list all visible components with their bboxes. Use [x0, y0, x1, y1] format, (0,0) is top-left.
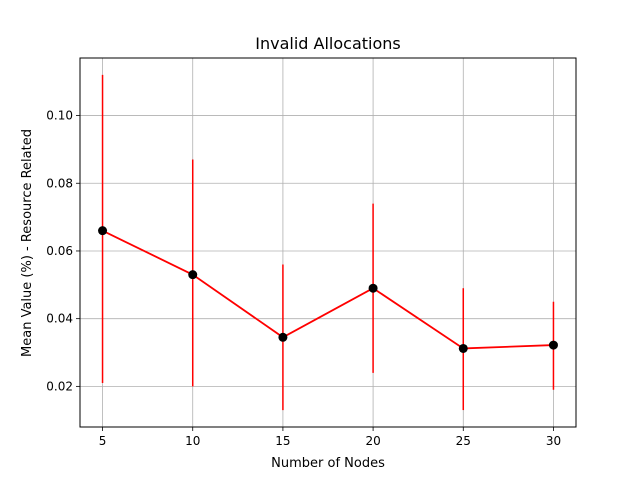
data-point	[188, 270, 198, 280]
grid	[80, 58, 576, 427]
data-point	[548, 340, 558, 350]
x-tick-label: 5	[99, 434, 107, 448]
data-point	[278, 332, 288, 342]
y-ticks: 0.02 0.04 0.06 0.08 0.10	[46, 109, 80, 393]
x-ticks: 5 10 15 20 25 30	[99, 427, 561, 448]
x-tick-label: 10	[185, 434, 200, 448]
x-tick-label: 25	[456, 434, 471, 448]
x-axis-label: Number of Nodes	[271, 456, 385, 471]
chart-title: Invalid Allocations	[255, 34, 400, 53]
x-tick-label: 20	[365, 434, 380, 448]
plot-area	[98, 74, 558, 411]
data-point	[98, 226, 108, 236]
data-point	[458, 343, 468, 353]
x-tick-label: 30	[546, 434, 561, 448]
y-tick-label: 0.10	[46, 109, 73, 123]
axes-frame	[79, 57, 577, 428]
y-tick-label: 0.08	[46, 176, 73, 190]
data-point	[368, 283, 378, 293]
y-tick-label: 0.04	[46, 312, 73, 326]
y-axis-label: Mean Value (%) - Resource Related	[20, 129, 35, 357]
y-tick-label: 0.06	[46, 244, 73, 258]
x-tick-label: 15	[275, 434, 290, 448]
y-tick-label: 0.02	[46, 379, 73, 393]
series-line	[102, 229, 554, 350]
